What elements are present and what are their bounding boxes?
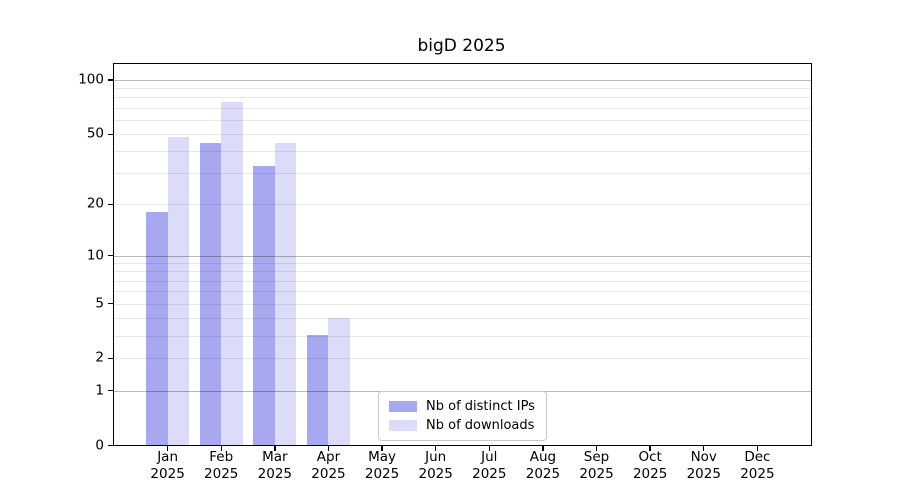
x-tick-label-apr: Apr 2025 — [311, 449, 346, 482]
x-tick-label-aug: Aug 2025 — [525, 449, 561, 482]
x-tick-mark — [649, 446, 651, 451]
x-tick-label-sep: Sep 2025 — [579, 449, 614, 482]
y-tick-label: 100 — [78, 71, 104, 88]
y-tick-mark — [108, 390, 113, 392]
x-tick-label-nov: Nov 2025 — [686, 449, 721, 482]
y-tick-mark — [108, 357, 113, 360]
x-tick-label-may: May 2025 — [364, 449, 400, 482]
x-tick-label-feb: Feb 2025 — [204, 449, 239, 482]
x-tick-mark — [756, 446, 759, 451]
legend-label-distinct-ips: Nb of distinct IPs — [426, 399, 535, 414]
chart-title: bigD 2025 — [417, 36, 506, 56]
bar-downloads-mar — [274, 143, 297, 445]
x-tick-mark — [274, 446, 276, 451]
y-tick-label: 50 — [86, 125, 104, 142]
y-tick-label: 10 — [86, 246, 104, 263]
y-tick-mark — [108, 79, 113, 81]
bar-distinct-ips-feb — [199, 143, 222, 445]
bar-distinct-ips-mar — [253, 165, 275, 445]
x-tick-label-oct: Oct 2025 — [632, 449, 668, 482]
legend-swatch-distinct-ips-icon — [389, 401, 417, 412]
y-tick-mark — [108, 255, 113, 257]
y-tick-mark — [108, 303, 113, 305]
x-tick-label-jul: Jul 2025 — [472, 449, 507, 482]
legend-item-downloads: Nb of downloads — [389, 418, 535, 433]
x-tick-mark — [595, 446, 598, 451]
x-tick-mark — [220, 446, 222, 451]
y-tick-mark — [108, 203, 113, 206]
x-tick-label-dec: Dec 2025 — [740, 449, 775, 482]
minor-gridline — [114, 119, 811, 121]
minor-gridline — [114, 88, 811, 90]
x-tick-mark — [166, 446, 169, 451]
y-tick-mark — [108, 133, 113, 135]
y-tick-label: 5 — [95, 294, 104, 311]
y-tick-label: 1 — [95, 381, 104, 398]
minor-gridline — [114, 107, 811, 109]
plot-area: 0 1 2 5 10 20 50 100 Jan 2025 Feb 2025 Mar 2025 Apr… — [78, 63, 812, 482]
y-tick-label: 0 — [95, 436, 104, 453]
bar-distinct-ips-apr — [306, 335, 329, 445]
x-tick-label-mar: Mar 2025 — [257, 449, 293, 482]
major-gridline — [114, 79, 811, 81]
legend-label-downloads: Nb of downloads — [426, 418, 535, 433]
x-tick-label-jan: Jan 2025 — [150, 449, 185, 482]
minor-gridline — [114, 134, 811, 136]
legend-item-distinct-ips: Nb of distinct IPs — [389, 399, 535, 414]
bar-downloads-jan — [167, 136, 190, 445]
x-tick-mark — [703, 446, 705, 451]
x-tick-mark — [381, 446, 383, 451]
x-tick-label-jun: Jun 2025 — [418, 449, 453, 482]
x-tick-mark — [327, 446, 330, 451]
minor-gridline — [114, 97, 811, 99]
y-tick-label: 2 — [95, 349, 104, 366]
x-tick-mark — [488, 446, 490, 451]
y-tick-label: 20 — [86, 195, 104, 212]
x-tick-mark — [434, 446, 437, 451]
legend-swatch-downloads-icon — [389, 420, 417, 431]
bar-distinct-ips-jan — [146, 211, 168, 445]
bar-downloads-apr — [328, 317, 350, 445]
bar-downloads-feb — [221, 101, 243, 445]
legend: Nb of distinct IPs Nb of downloads — [378, 391, 547, 441]
x-tick-mark — [542, 446, 544, 451]
y-tick-mark — [108, 445, 113, 447]
